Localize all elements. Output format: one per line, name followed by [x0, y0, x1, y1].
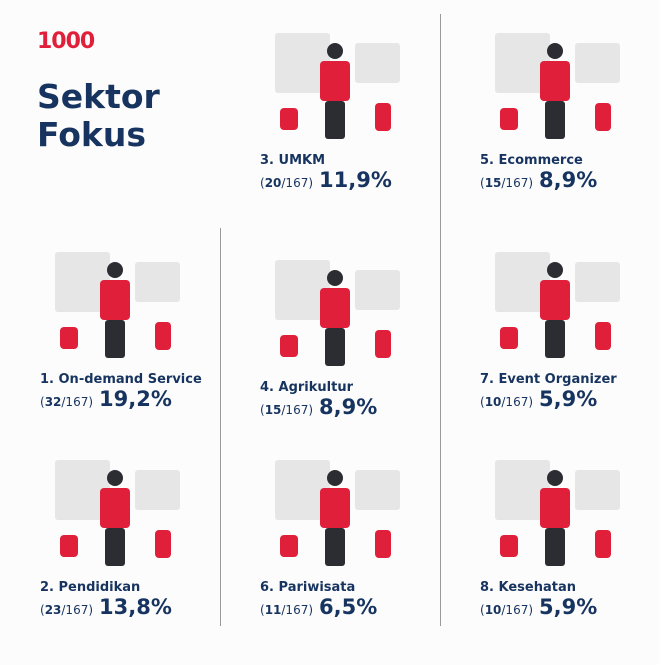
title-line-1: Sektor: [37, 77, 160, 116]
sector-percent: 8,9%: [319, 395, 378, 419]
sector-fraction: (10/167): [480, 395, 534, 409]
sector-card: 7. Event Organizer (10/167) 5,9%: [480, 237, 659, 417]
person-at-computer-illustration: [45, 242, 195, 362]
sector-card: 1. On-demand Service (32/167) 19,2%: [40, 237, 240, 417]
sector-label: 2. Pendidikan: [40, 580, 141, 595]
sector-fraction: (32/167): [40, 395, 94, 409]
sector-stat: (23/167) 13,8%: [40, 595, 172, 619]
sector-stat: (10/167) 5,9%: [480, 595, 597, 619]
sector-label: 5. Ecommerce: [480, 153, 583, 168]
sector-card: 3. UMKM (20/167) 11,9%: [260, 18, 460, 198]
sector-percent: 19,2%: [99, 387, 172, 411]
sector-label: 8. Kesehatan: [480, 580, 576, 595]
doctors-illustration: [485, 450, 635, 570]
sector-card: 5. Ecommerce (15/167) 8,9%: [480, 18, 659, 198]
sector-stat: (15/167) 8,9%: [480, 168, 597, 192]
sector-label: 4. Agrikultur: [260, 380, 353, 395]
page-title: Sektor Fokus: [37, 78, 160, 154]
sector-card: 4. Agrikultur (15/167) 8,9%: [260, 245, 460, 425]
sector-fraction: (15/167): [480, 176, 534, 190]
sector-fraction: (10/167): [480, 603, 534, 617]
sector-stat: (10/167) 5,9%: [480, 387, 597, 411]
sector-percent: 5,9%: [539, 595, 598, 619]
divider: [440, 14, 441, 626]
sector-percent: 6,5%: [319, 595, 378, 619]
sector-card: 2. Pendidikan (23/167) 13,8%: [40, 445, 240, 625]
sector-fraction: (20/167): [260, 176, 314, 190]
divider: [220, 228, 221, 626]
tourists-city-illustration: [265, 450, 415, 570]
sector-fraction: (11/167): [260, 603, 314, 617]
sector-label: 6. Pariwisata: [260, 580, 356, 595]
sector-stat: (11/167) 6,5%: [260, 595, 377, 619]
sector-percent: 11,9%: [319, 168, 392, 192]
event-planner-phone-illustration: [485, 242, 635, 362]
teacher-classroom-illustration: [45, 450, 195, 570]
sector-stat: (20/167) 11,9%: [260, 168, 392, 192]
florist-shop-illustration: [265, 23, 415, 143]
sector-percent: 13,8%: [99, 595, 172, 619]
sector-percent: 5,9%: [539, 387, 598, 411]
sector-label: 3. UMKM: [260, 153, 326, 168]
title-line-2: Fokus: [37, 115, 146, 154]
sector-label: 1. On-demand Service: [40, 372, 202, 387]
sector-stat: (15/167) 8,9%: [260, 395, 377, 419]
sector-label: 7. Event Organizer: [480, 372, 617, 387]
sector-card: 8. Kesehatan (10/167) 5,9%: [480, 445, 659, 625]
logo: 1000: [37, 29, 95, 54]
sector-card: 6. Pariwisata (11/167) 6,5%: [260, 445, 460, 625]
sector-fraction: (15/167): [260, 403, 314, 417]
sector-percent: 8,9%: [539, 168, 598, 192]
sector-fraction: (23/167): [40, 603, 94, 617]
sector-stat: (32/167) 19,2%: [40, 387, 172, 411]
online-shopping-phone-illustration: [485, 23, 635, 143]
gardener-plants-illustration: [265, 250, 415, 370]
